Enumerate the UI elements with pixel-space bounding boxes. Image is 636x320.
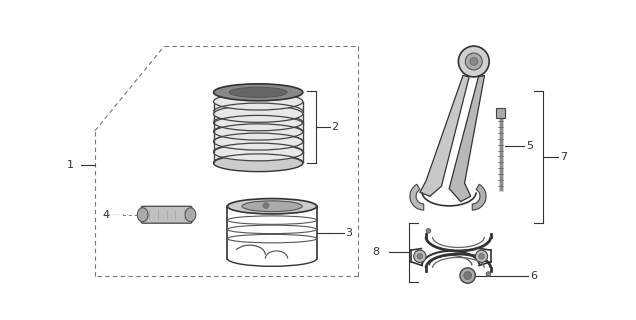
Text: 3: 3 bbox=[345, 228, 352, 238]
Ellipse shape bbox=[214, 105, 303, 122]
Circle shape bbox=[263, 203, 268, 208]
Circle shape bbox=[466, 53, 482, 70]
Ellipse shape bbox=[242, 201, 302, 212]
Circle shape bbox=[459, 46, 489, 77]
FancyBboxPatch shape bbox=[214, 92, 303, 158]
Ellipse shape bbox=[214, 84, 303, 101]
Ellipse shape bbox=[228, 198, 317, 214]
Text: 5: 5 bbox=[526, 141, 533, 151]
Ellipse shape bbox=[137, 208, 148, 222]
Ellipse shape bbox=[214, 133, 303, 150]
Ellipse shape bbox=[214, 114, 303, 131]
Text: 6: 6 bbox=[530, 271, 537, 281]
Wedge shape bbox=[410, 184, 424, 210]
Circle shape bbox=[470, 58, 478, 65]
Text: 8: 8 bbox=[373, 247, 380, 258]
Text: 4: 4 bbox=[102, 210, 110, 220]
Circle shape bbox=[414, 250, 426, 262]
FancyBboxPatch shape bbox=[141, 206, 192, 223]
Circle shape bbox=[426, 228, 431, 233]
Circle shape bbox=[460, 268, 475, 283]
Wedge shape bbox=[473, 184, 486, 210]
Text: 7: 7 bbox=[560, 152, 567, 162]
Ellipse shape bbox=[214, 155, 303, 172]
Polygon shape bbox=[420, 75, 469, 196]
Ellipse shape bbox=[214, 93, 303, 110]
Text: 1: 1 bbox=[66, 160, 73, 171]
FancyBboxPatch shape bbox=[496, 108, 506, 118]
Circle shape bbox=[475, 250, 488, 262]
Text: 2: 2 bbox=[331, 122, 338, 132]
Text: · · · · · ·: · · · · · · bbox=[104, 212, 129, 218]
Ellipse shape bbox=[214, 123, 303, 140]
Polygon shape bbox=[449, 75, 485, 202]
Ellipse shape bbox=[185, 208, 196, 222]
Ellipse shape bbox=[214, 144, 303, 161]
Circle shape bbox=[417, 254, 422, 259]
Circle shape bbox=[464, 272, 471, 279]
Ellipse shape bbox=[229, 87, 287, 97]
Circle shape bbox=[486, 272, 491, 276]
Circle shape bbox=[479, 254, 484, 259]
